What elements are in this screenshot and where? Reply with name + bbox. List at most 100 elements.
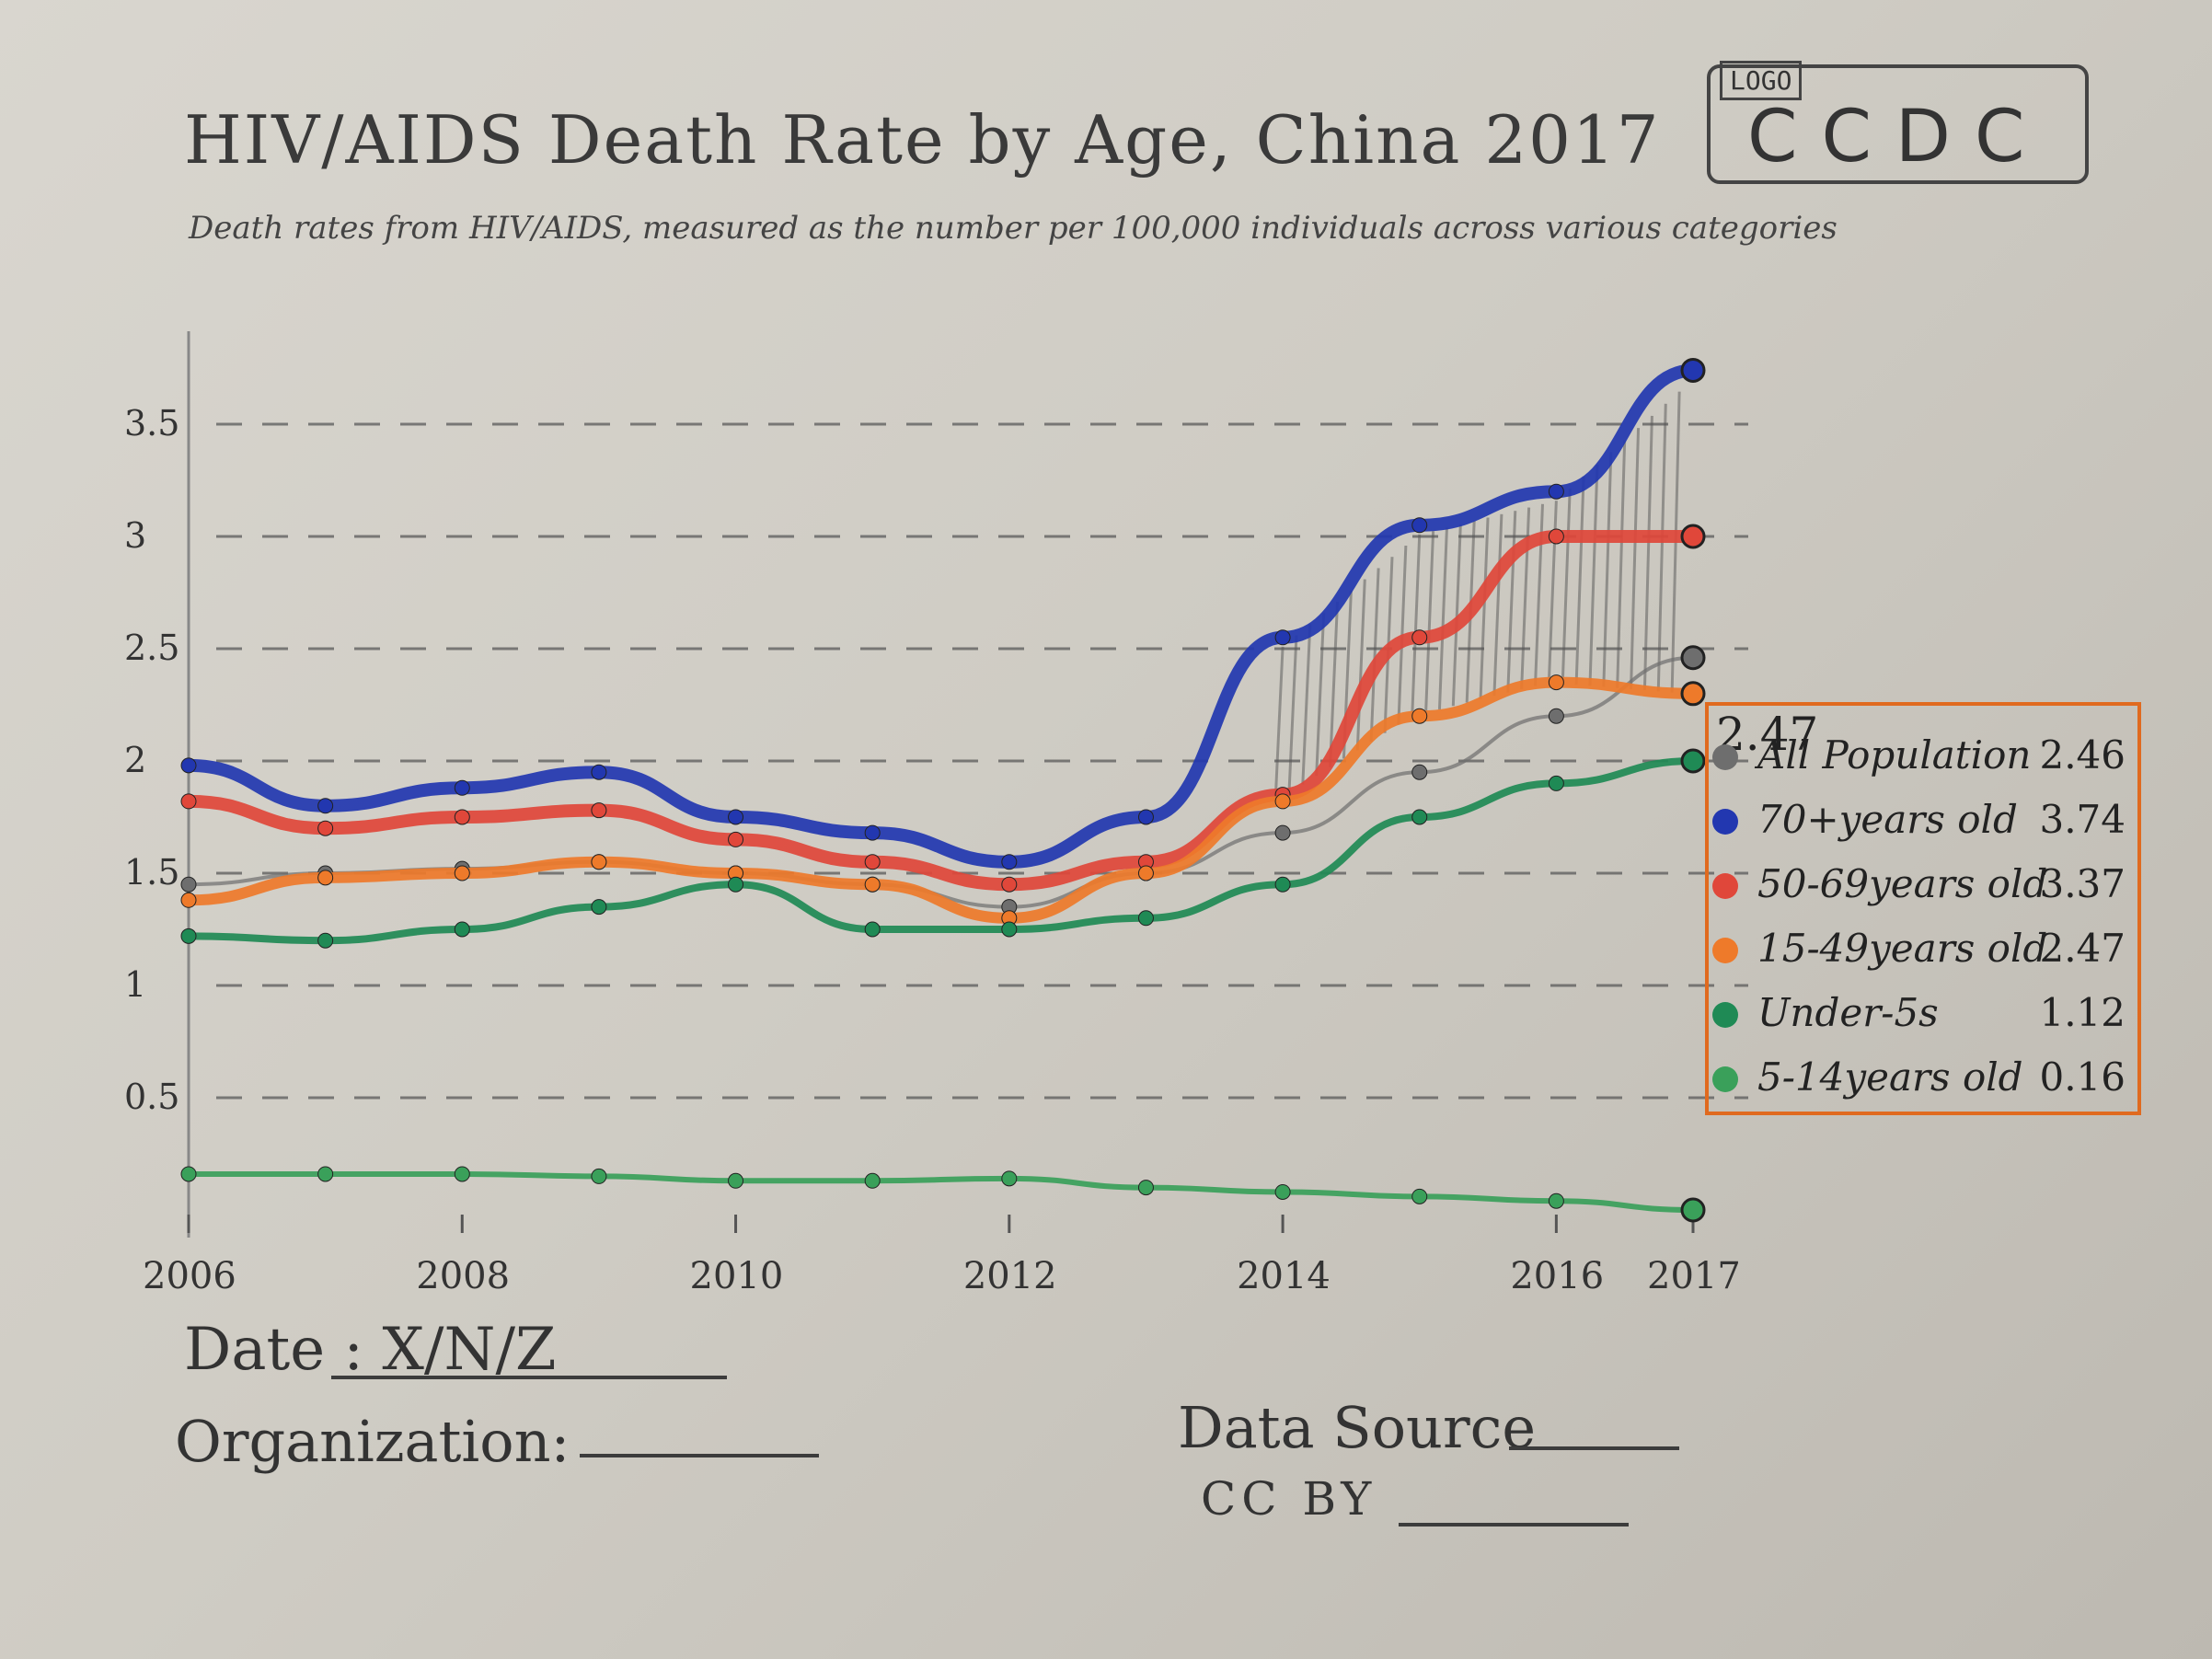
legend-entry-value: 0.16 — [2039, 1054, 2126, 1100]
legend-entry-value: 2.46 — [2039, 732, 2126, 778]
legend-entry-label: 50-69years old — [1757, 861, 2047, 906]
y-tick-label: 3.5 — [124, 403, 179, 444]
data-point — [1274, 824, 1291, 841]
data-point — [180, 876, 197, 893]
hatch-stroke — [1656, 403, 1667, 692]
data-point — [1680, 645, 1706, 671]
hatch-stroke — [1506, 511, 1517, 693]
data-point — [180, 927, 197, 944]
legend-entry-label: All Population — [1754, 732, 2031, 778]
data-point — [1548, 674, 1564, 691]
data-point — [864, 1172, 881, 1189]
data-point — [1411, 764, 1428, 780]
x-tick-label: 2008 — [416, 1255, 510, 1297]
x-tick-label: 2006 — [143, 1255, 236, 1297]
data-point — [317, 820, 334, 836]
data-point — [180, 793, 197, 810]
data-point — [1274, 1183, 1291, 1200]
date-underline — [331, 1376, 727, 1379]
data-point — [1137, 910, 1154, 927]
data-point — [1548, 483, 1564, 500]
data-point — [864, 854, 881, 870]
hatch-stroke — [1424, 531, 1435, 713]
y-tick-label: 3 — [124, 515, 146, 556]
data-point — [317, 932, 334, 949]
data-point — [1137, 1180, 1154, 1196]
data-point — [1001, 876, 1018, 893]
license-label: CC BY — [1201, 1472, 1377, 1526]
legend-entry-value: 1.12 — [2039, 990, 2126, 1035]
data-point — [1274, 876, 1291, 893]
hatch-stroke — [1479, 517, 1490, 699]
data-point — [1680, 524, 1706, 549]
data-point — [591, 764, 607, 780]
data-point — [1548, 528, 1564, 545]
legend-swatch — [1712, 873, 1738, 899]
data-point — [454, 1166, 470, 1182]
data-point — [1274, 793, 1291, 810]
data-point — [864, 824, 881, 841]
data-point — [454, 865, 470, 881]
hatch-stroke — [1411, 534, 1422, 717]
data-point — [728, 809, 744, 825]
data-source-underline — [1509, 1446, 1679, 1450]
data-point — [1548, 775, 1564, 791]
data-point — [864, 876, 881, 893]
data-point — [864, 921, 881, 938]
data-point — [454, 779, 470, 796]
legend-entry-label: Under-5s — [1757, 990, 1939, 1035]
hatch-stroke — [1520, 507, 1531, 689]
hatch-stroke — [1369, 568, 1380, 743]
data-point — [1411, 629, 1428, 646]
data-point — [1274, 629, 1291, 646]
series-line-5 — [186, 1170, 1696, 1213]
logo-box: LOGO CCDC — [1707, 61, 2089, 184]
organization-underline — [580, 1454, 819, 1457]
data-point — [180, 892, 197, 908]
hatch-stroke — [1547, 501, 1558, 683]
hatch-stroke — [1534, 503, 1544, 686]
hatch-stroke — [1437, 527, 1448, 709]
data-point — [317, 1166, 334, 1182]
data-point — [1137, 809, 1154, 825]
data-point — [180, 1166, 197, 1182]
data-point — [1411, 1188, 1428, 1204]
legend-entry-value: 3.37 — [2039, 861, 2126, 906]
data-point — [1548, 1192, 1564, 1209]
x-tick-label: 2017 — [1647, 1255, 1741, 1297]
data-point — [1001, 1170, 1018, 1187]
hatch-stroke — [1561, 488, 1572, 684]
data-point — [1680, 1197, 1706, 1223]
hatch-stroke — [1315, 613, 1326, 777]
legend-box — [1705, 702, 2141, 1115]
data-point — [1001, 854, 1018, 870]
y-tick-label: 1.5 — [124, 852, 179, 893]
date-label: Date : X/N/Z — [184, 1316, 557, 1384]
logo-tag: LOGO — [1720, 61, 1803, 100]
data-point — [1411, 517, 1428, 534]
legend-entry-label: 70+years old — [1757, 797, 2018, 842]
data-point — [1137, 865, 1154, 881]
legend-entry-label: 15-49years old — [1757, 926, 2047, 971]
hatch-stroke — [1329, 601, 1340, 767]
hatch-stroke — [1630, 428, 1641, 689]
data-point — [317, 798, 334, 814]
legend-swatch — [1712, 938, 1738, 963]
organization-label: Organization: — [175, 1408, 570, 1475]
x-tick-label: 2016 — [1510, 1255, 1604, 1297]
legend-swatch — [1712, 809, 1738, 835]
data-point — [1680, 748, 1706, 774]
hatch-stroke — [1287, 635, 1298, 793]
legend-swatch — [1712, 1066, 1738, 1092]
hatch-stroke — [1301, 624, 1312, 785]
data-point — [1680, 681, 1706, 707]
data-point — [1001, 921, 1018, 938]
data-point — [591, 854, 607, 870]
data-point — [591, 1168, 607, 1184]
data-point — [454, 921, 470, 938]
y-tick-label: 2.5 — [124, 628, 179, 668]
data-point — [1548, 708, 1564, 724]
y-tick-label: 0.5 — [124, 1077, 179, 1117]
